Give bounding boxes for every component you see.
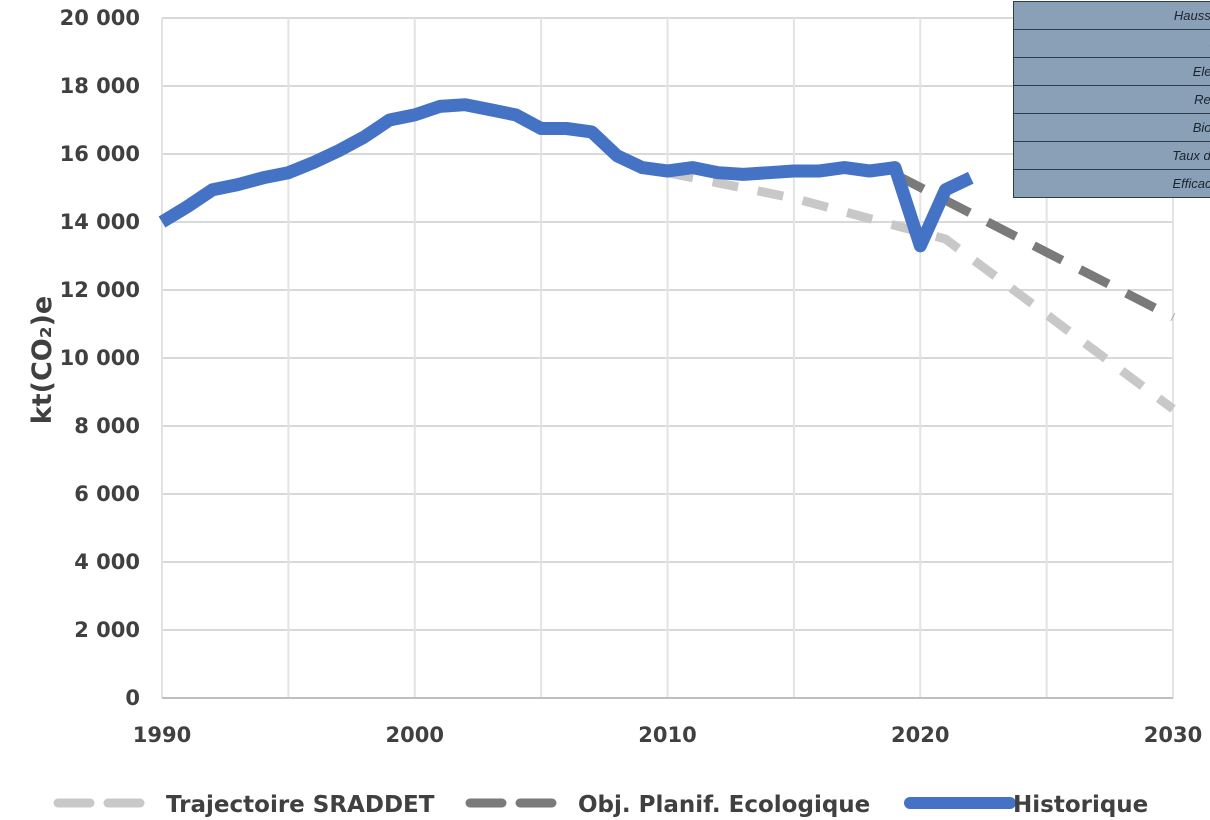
y-tick-label: 14 000 (60, 210, 140, 234)
table-row: Rep (1013, 85, 1210, 114)
y-tick-label: 4 000 (74, 550, 140, 574)
y-tick-label: 6 000 (74, 482, 140, 506)
table-cell: S (1013, 29, 1210, 58)
y-tick-labels: 0 2 000 4 000 6 000 8 000 10 000 12 000 14 000 1… (60, 6, 140, 710)
table-cell: Bioc (1013, 113, 1210, 142)
x-tick-label: 2030 (1144, 723, 1202, 747)
overlay-table: Hausse S Elec Rep Bioc Taux de Efficacit (1013, 1, 1210, 198)
y-tick-label: 2 000 (74, 618, 140, 642)
table-row: Elec (1013, 57, 1210, 86)
y-tick-label: 8 000 (74, 414, 140, 438)
x-tick-label: 2020 (891, 723, 949, 747)
table-row: Efficacit (1013, 169, 1210, 198)
table-cell: Rep (1013, 85, 1210, 114)
table-cell: Efficacit (1013, 169, 1210, 198)
y-tick-label: 10 000 (60, 346, 140, 370)
y-tick-label: 16 000 (60, 142, 140, 166)
table-cell: Hausse (1013, 1, 1210, 30)
table-row: S (1013, 29, 1210, 58)
series-layer (158, 98, 1176, 413)
table-cell: Elec (1013, 57, 1210, 86)
table-cell: Taux de (1013, 141, 1210, 170)
table-row: Hausse (1013, 1, 1210, 30)
legend-label: Historique (1013, 792, 1148, 818)
x-tick-labels: 1990 2000 2010 2020 2030 (133, 723, 1202, 747)
series-line-2 (158, 98, 974, 253)
legend-label: Trajectoire SRADDET (166, 792, 435, 818)
series-line-0 (666, 168, 1176, 413)
y-tick-label: 12 000 (60, 278, 140, 302)
x-tick-label: 1990 (133, 723, 191, 747)
y-tick-label: 20 000 (60, 6, 140, 30)
table-row: Taux de (1013, 141, 1210, 170)
y-tick-label: 0 (125, 686, 140, 710)
table-row: Bioc (1013, 113, 1210, 142)
legend: Trajectoire SRADDET Obj. Planif. Ecologiq… (53, 792, 1148, 818)
y-axis-title: kt(CO₂)e (27, 296, 58, 424)
x-tick-label: 2010 (638, 723, 696, 747)
legend-label: Obj. Planif. Ecologique (578, 792, 870, 818)
grid-lines (161, 17, 1174, 699)
x-tick-label: 2000 (386, 723, 444, 747)
y-tick-label: 18 000 (60, 74, 140, 98)
